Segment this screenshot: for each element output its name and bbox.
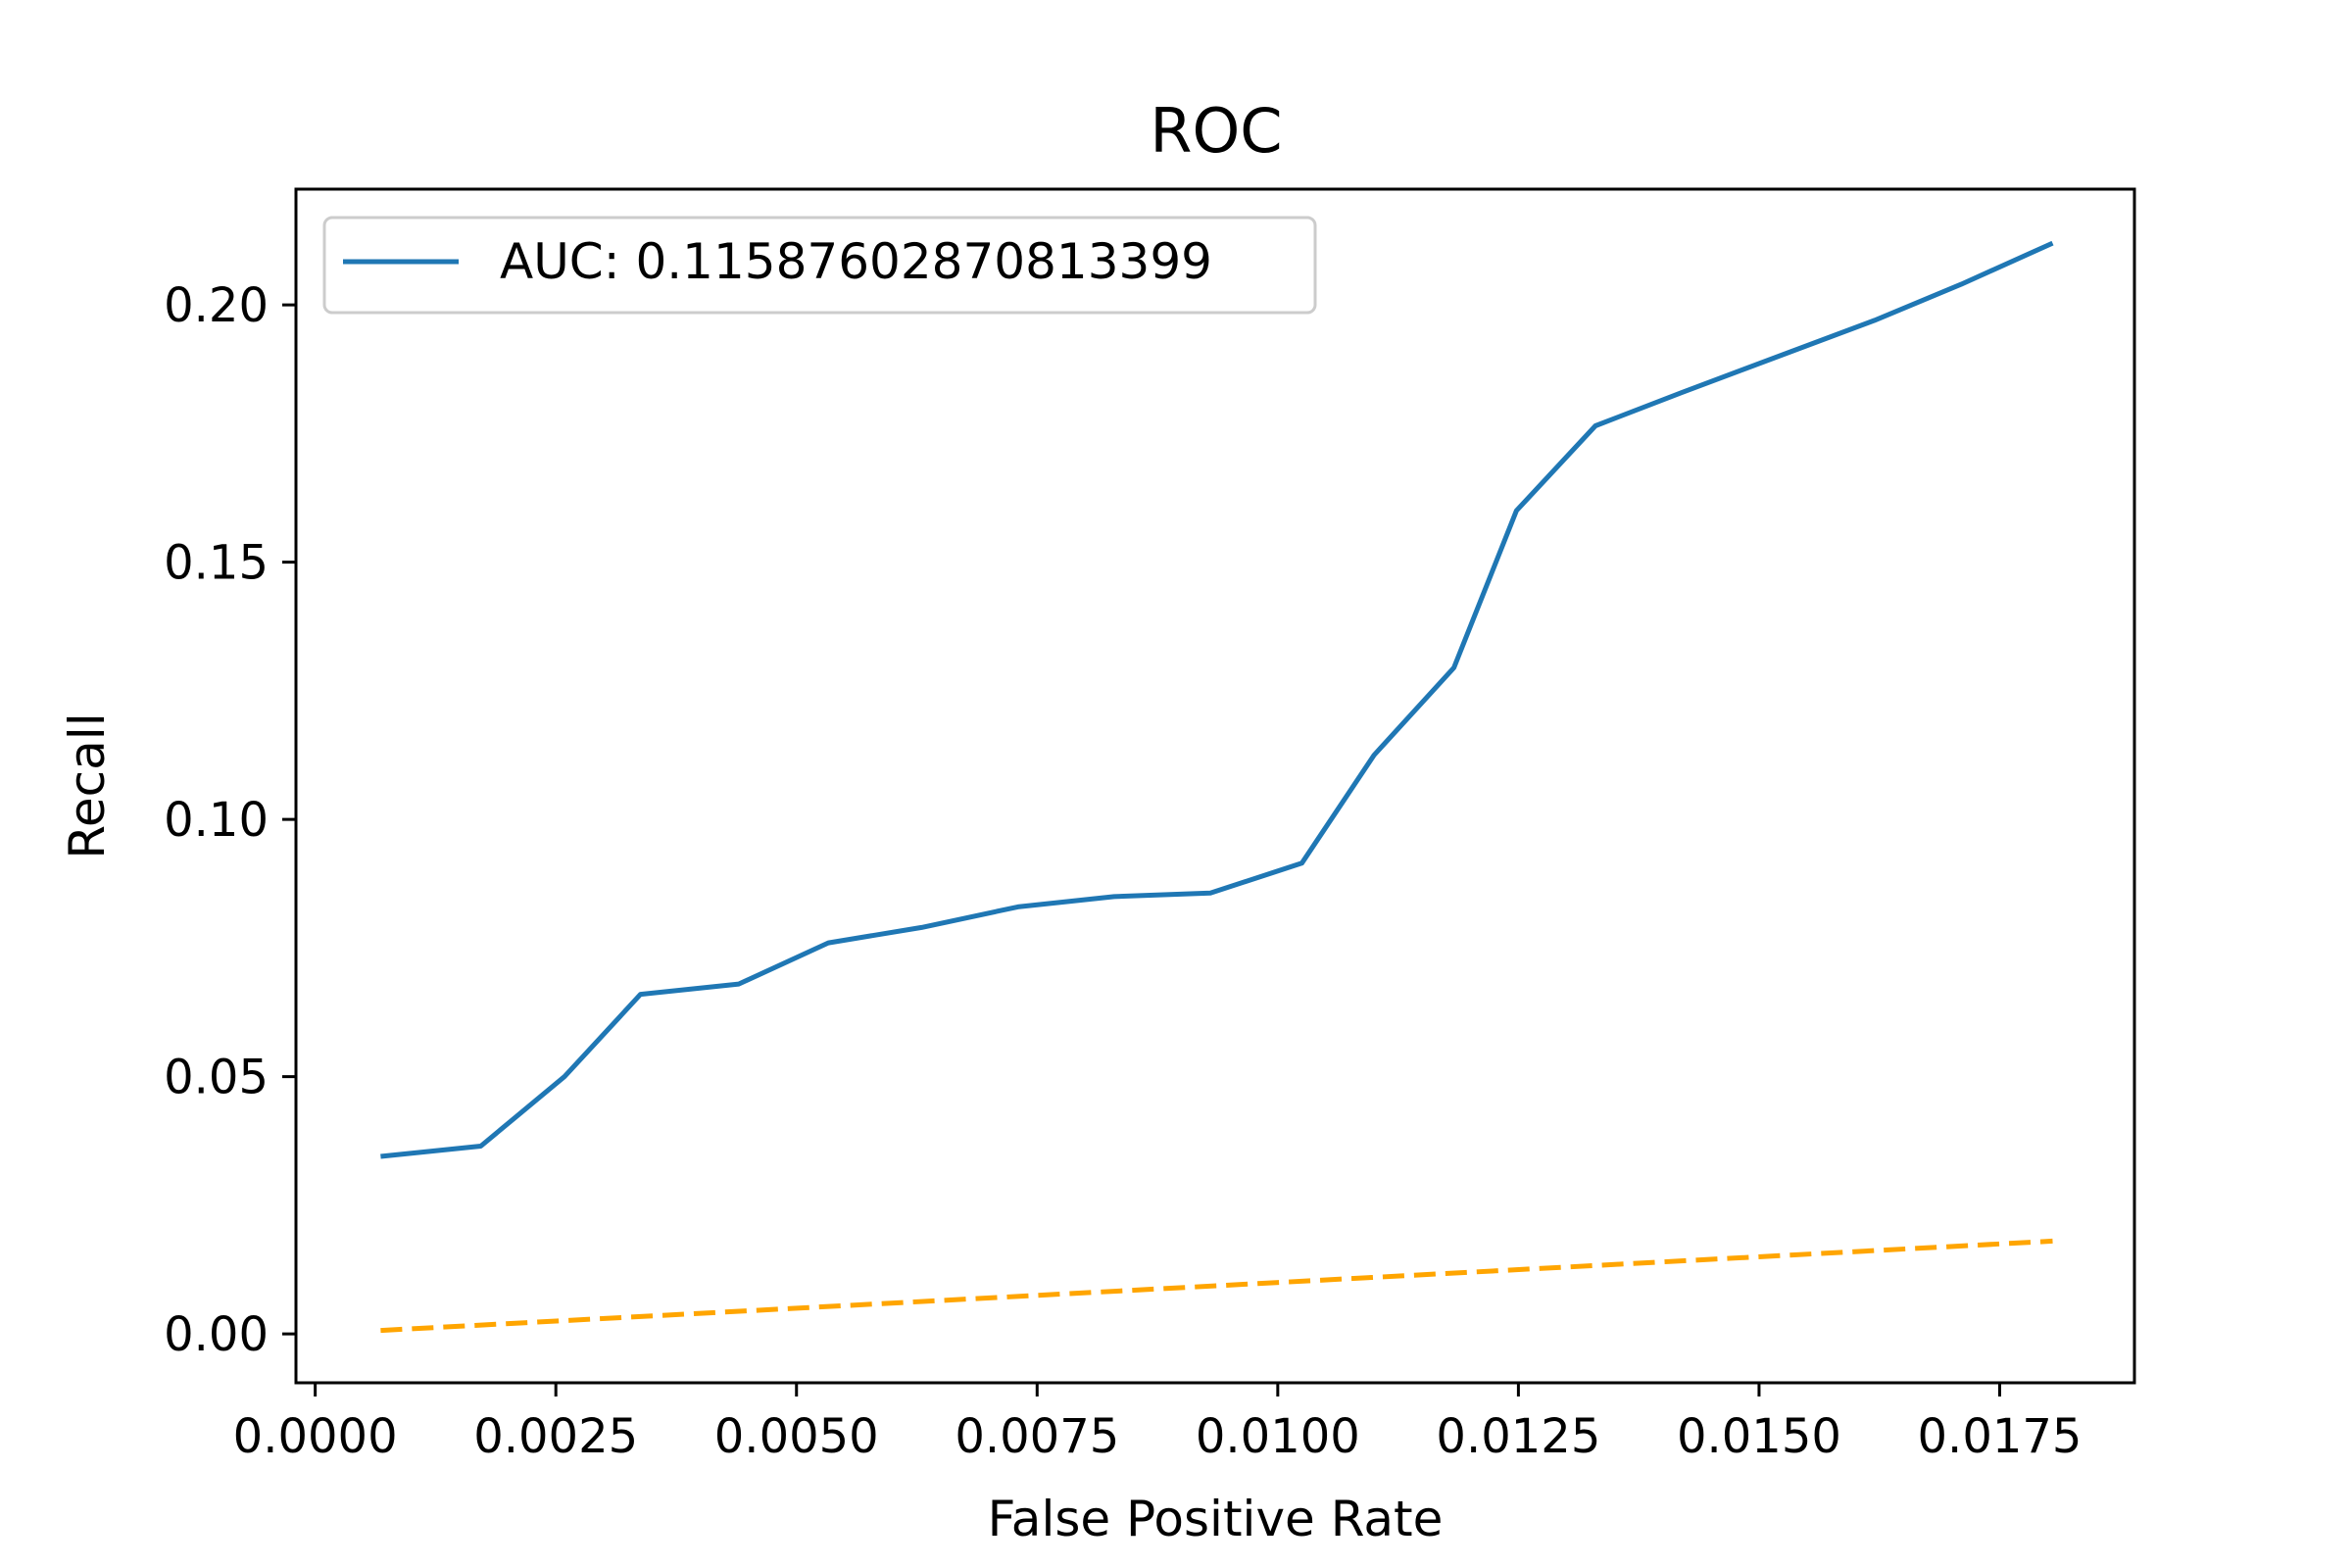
- x-tick-label-6: 0.0150: [1677, 1409, 1841, 1464]
- chart-title: ROC: [1150, 95, 1282, 167]
- x-tick-label-5: 0.0125: [1436, 1409, 1600, 1464]
- y-tick-label-4: 0.20: [164, 278, 269, 333]
- y-tick-label-3: 0.15: [164, 536, 269, 591]
- y-axis-label: Recall: [59, 712, 116, 858]
- x-axis-label: False Positive Rate: [988, 1491, 1444, 1547]
- x-tick-label-4: 0.0100: [1196, 1409, 1360, 1464]
- y-tick-label-0: 0.00: [164, 1307, 269, 1362]
- x-tick-label-7: 0.0175: [1918, 1409, 2082, 1464]
- x-axis: 0.0000 0.0025 0.0050 0.0075 0.0100 0.0125 0.01…: [233, 1383, 2082, 1464]
- plot-area: [294, 187, 2136, 1385]
- legend: AUC: 0.11587602870813399: [322, 216, 1317, 315]
- legend-label-series-1: AUC: 0.11587602870813399: [500, 233, 1212, 290]
- x-tick-label-1: 0.0025: [473, 1409, 638, 1464]
- x-tick-label-2: 0.0050: [714, 1409, 879, 1464]
- random-baseline-line: [380, 1238, 2053, 1334]
- x-tick-label-3: 0.0075: [955, 1409, 1119, 1464]
- x-tick-label-0: 0.0000: [233, 1409, 398, 1464]
- plot-frame: [294, 187, 2136, 1385]
- series-layer: [380, 240, 2054, 1334]
- legend-box: [322, 216, 1317, 315]
- y-axis: 0.00 0.05 0.10 0.15 0.20: [164, 278, 296, 1362]
- y-tick-label-2: 0.10: [164, 793, 269, 848]
- y-tick-label-1: 0.05: [164, 1051, 269, 1105]
- roc-curve-line: [380, 240, 2054, 1159]
